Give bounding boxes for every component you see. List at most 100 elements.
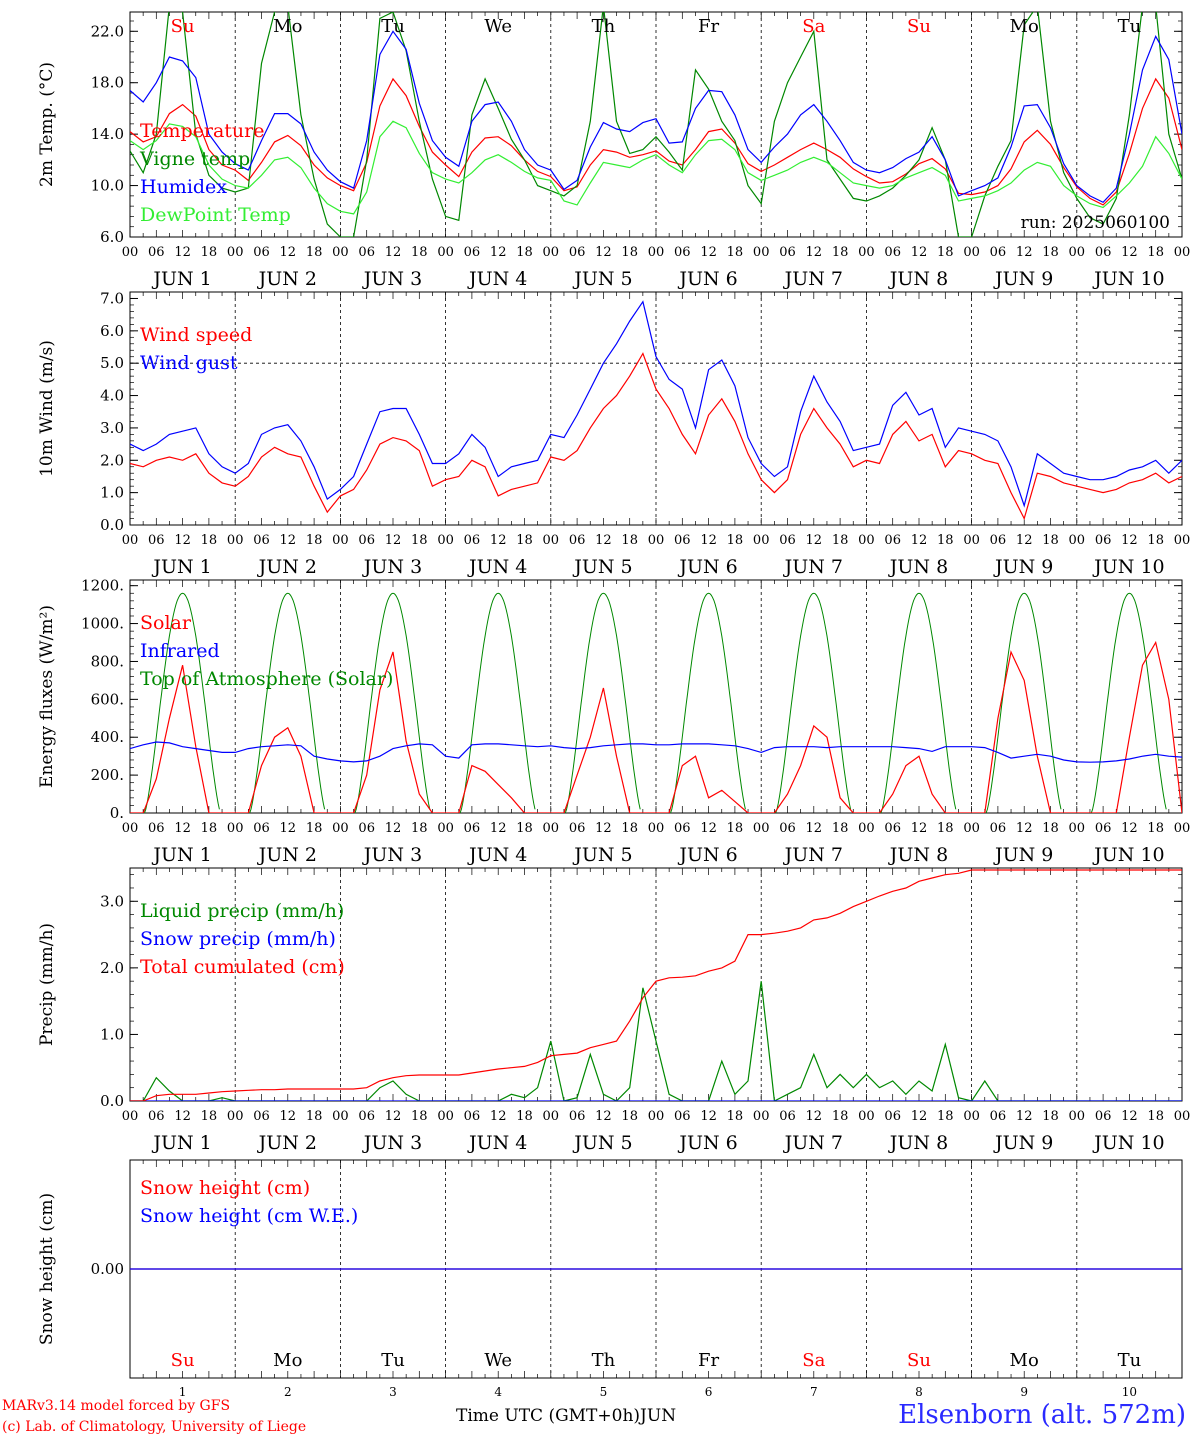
hour-tick-label: 00 [963, 1109, 980, 1124]
hour-tick-label: 12 [490, 821, 507, 836]
day-label: JUN 9 [993, 556, 1053, 578]
hour-tick-label: 18 [621, 533, 638, 548]
day-label: JUN 8 [888, 1132, 948, 1154]
day-label: JUN 5 [572, 1132, 632, 1154]
hour-tick-label: 12 [1121, 245, 1138, 260]
day-number-label: 9 [1020, 1385, 1028, 1399]
hour-tick-label: 00 [1069, 533, 1086, 548]
hour-tick-label: 18 [306, 245, 323, 260]
hour-tick-label: 12 [700, 1109, 717, 1124]
hour-tick-label: 18 [516, 821, 533, 836]
day-label: JUN 3 [362, 556, 422, 578]
day-label: JUN 9 [993, 1132, 1053, 1154]
legend-entry: Solar [140, 612, 192, 634]
day-label: JUN 10 [1092, 844, 1164, 866]
legend-entry: Total cumulated (cm) [140, 956, 345, 978]
hour-tick-label: 18 [937, 1109, 954, 1124]
hour-tick-label: 12 [385, 821, 402, 836]
hour-tick-label: 18 [1042, 821, 1059, 836]
y-tick-label: 3.0 [100, 419, 124, 437]
series-line-humidex [130, 30, 1182, 204]
day-label: JUN 1 [151, 556, 211, 578]
hour-tick-label: 00 [1069, 245, 1086, 260]
day-label: JUN 1 [151, 268, 211, 290]
day-number-label: 2 [284, 1385, 292, 1399]
hour-tick-label: 12 [385, 1109, 402, 1124]
legend-entry: DewPoint Temp [140, 204, 291, 226]
hour-tick-label: 18 [937, 245, 954, 260]
hour-tick-label: 12 [490, 1109, 507, 1124]
y-tick-label: 0.0 [100, 516, 124, 534]
y-tick-label: 0. [110, 804, 124, 822]
legend-entry: Snow height (cm W.E.) [140, 1205, 358, 1227]
series-line-vigne-temp [130, 12, 1182, 237]
y-tick-label: 1200. [81, 577, 124, 595]
hour-tick-label: 06 [990, 821, 1007, 836]
hour-tick-label: 18 [621, 1109, 638, 1124]
series-line-total-cumulated-cm- [130, 869, 1182, 1101]
legend-entry: Liquid precip (mm/h) [140, 900, 344, 922]
y-axis-label: Energy fluxes (W/m²) [37, 605, 57, 788]
hour-tick-label: 00 [543, 245, 560, 260]
hour-tick-label: 06 [674, 821, 691, 836]
hour-tick-label: 06 [253, 1109, 270, 1124]
y-tick-label: 200. [91, 766, 124, 784]
day-label: JUN 9 [993, 844, 1053, 866]
series-line-wind-speed [130, 352, 1182, 521]
hour-tick-label: 06 [569, 533, 586, 548]
hour-tick-label: 12 [700, 245, 717, 260]
hour-tick-label: 00 [437, 1109, 454, 1124]
hour-tick-label: 00 [332, 821, 349, 836]
weekday-label: Su [907, 16, 931, 37]
hour-tick-label: 06 [358, 533, 375, 548]
day-label: JUN 9 [993, 268, 1053, 290]
series-line-liquid-precip-mm-h- [130, 981, 1182, 1101]
y-tick-label: 6.0 [100, 228, 124, 246]
hour-tick-label: 18 [727, 533, 744, 548]
hour-tick-label: 06 [884, 245, 901, 260]
legend-entry: Infrared [140, 640, 220, 662]
legend-entry: Snow height (cm) [140, 1177, 310, 1199]
weekday-label: Th [592, 1350, 616, 1371]
day-label: JUN 7 [783, 268, 843, 290]
hour-tick-label: 06 [1095, 245, 1112, 260]
weekday-label: We [484, 1350, 512, 1371]
hour-tick-label: 18 [1147, 821, 1164, 836]
hour-tick-label: 12 [911, 821, 928, 836]
y-tick-label: 1.0 [100, 484, 124, 502]
y-axis-label: 2m Temp. (°C) [37, 62, 57, 187]
hour-tick-label: 12 [280, 821, 297, 836]
day-number-label: 4 [494, 1385, 502, 1399]
hour-tick-label: 18 [1042, 1109, 1059, 1124]
hour-tick-label: 12 [700, 821, 717, 836]
hour-tick-label: 18 [832, 245, 849, 260]
hour-tick-label: 18 [201, 245, 218, 260]
weekday-label: Tu [1118, 16, 1142, 37]
hour-tick-label: 18 [832, 533, 849, 548]
hour-tick-label: 06 [990, 245, 1007, 260]
hour-tick-label: 00 [858, 1109, 875, 1124]
hour-tick-label: 00 [648, 821, 665, 836]
day-label: JUN 6 [677, 268, 737, 290]
hour-tick-label: 06 [884, 821, 901, 836]
hour-tick-label: 00 [122, 245, 139, 260]
hour-tick-label: 00 [858, 245, 875, 260]
hour-tick-label: 18 [727, 821, 744, 836]
series-line-temperature [130, 77, 1182, 206]
hour-tick-label: 18 [411, 533, 428, 548]
hour-tick-label: 00 [437, 245, 454, 260]
y-axis-label: 10m Wind (m/s) [37, 340, 57, 477]
hour-tick-label: 00 [543, 821, 560, 836]
hour-tick-label: 18 [727, 245, 744, 260]
day-label: JUN 4 [467, 556, 527, 578]
hour-tick-label: 12 [174, 821, 191, 836]
hour-tick-label: 00 [227, 245, 244, 260]
day-number-label: 1 [179, 1385, 187, 1399]
day-label: JUN 1 [151, 844, 211, 866]
hour-tick-label: 12 [911, 533, 928, 548]
y-tick-label: 22.0 [91, 22, 124, 40]
day-label: JUN 6 [677, 844, 737, 866]
hour-tick-label: 06 [464, 533, 481, 548]
hour-tick-label: 12 [1121, 533, 1138, 548]
